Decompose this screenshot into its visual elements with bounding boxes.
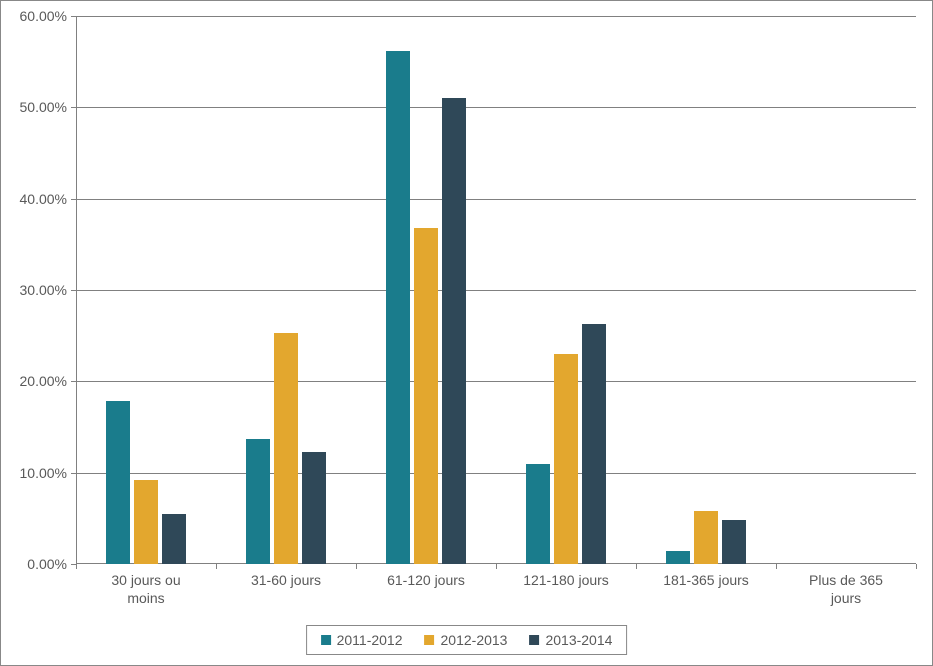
y-tick-label: 10.00%	[7, 465, 67, 481]
bar	[582, 324, 606, 564]
legend-label: 2012-2013	[441, 632, 508, 648]
x-tick-mark	[636, 564, 637, 569]
y-tick-label: 0.00%	[7, 556, 67, 572]
x-tick-label: 181-365 jours	[663, 571, 749, 589]
bar	[162, 514, 186, 564]
x-tick-label: 61-120 jours	[387, 571, 465, 589]
legend-label: 2011-2012	[337, 632, 403, 648]
bar	[526, 464, 550, 564]
bar	[134, 480, 158, 564]
y-tick-label: 20.00%	[7, 373, 67, 389]
x-tick-mark	[356, 564, 357, 569]
y-tick-label: 30.00%	[7, 282, 67, 298]
bars-layer	[76, 16, 916, 564]
x-tick-label: 121-180 jours	[523, 571, 609, 589]
x-tick-label: Plus de 365 jours	[809, 571, 883, 607]
legend-swatch	[425, 635, 435, 645]
bar	[274, 333, 298, 564]
legend-item: 2013-2014	[529, 632, 612, 648]
legend-item: 2012-2013	[425, 632, 508, 648]
legend-swatch	[529, 635, 539, 645]
bar	[722, 520, 746, 564]
y-tick-label: 50.00%	[7, 99, 67, 115]
legend: 2011-2012 2012-2013 2013-2014	[306, 625, 628, 655]
legend-label: 2013-2014	[545, 632, 612, 648]
x-tick-mark	[496, 564, 497, 569]
bar	[666, 551, 690, 564]
x-tick-mark	[916, 564, 917, 569]
chart-container: 0.00% 10.00% 20.00% 30.00% 40.00% 50.00% 60.00…	[0, 0, 933, 666]
legend-swatch	[321, 635, 331, 645]
bar	[442, 98, 466, 564]
bar	[386, 51, 410, 564]
bar	[414, 228, 438, 564]
x-tick-mark	[76, 564, 77, 569]
x-tick-mark	[216, 564, 217, 569]
x-tick-mark	[776, 564, 777, 569]
bar	[106, 401, 130, 564]
bar	[246, 439, 270, 564]
bar	[302, 452, 326, 564]
bar	[694, 511, 718, 564]
x-tick-label: 30 jours ou moins	[111, 571, 180, 607]
bar	[554, 354, 578, 564]
y-tick-label: 40.00%	[7, 191, 67, 207]
legend-item: 2011-2012	[321, 632, 403, 648]
y-tick-label: 60.00%	[7, 8, 67, 24]
x-tick-label: 31-60 jours	[251, 571, 321, 589]
plot-area	[76, 16, 916, 564]
